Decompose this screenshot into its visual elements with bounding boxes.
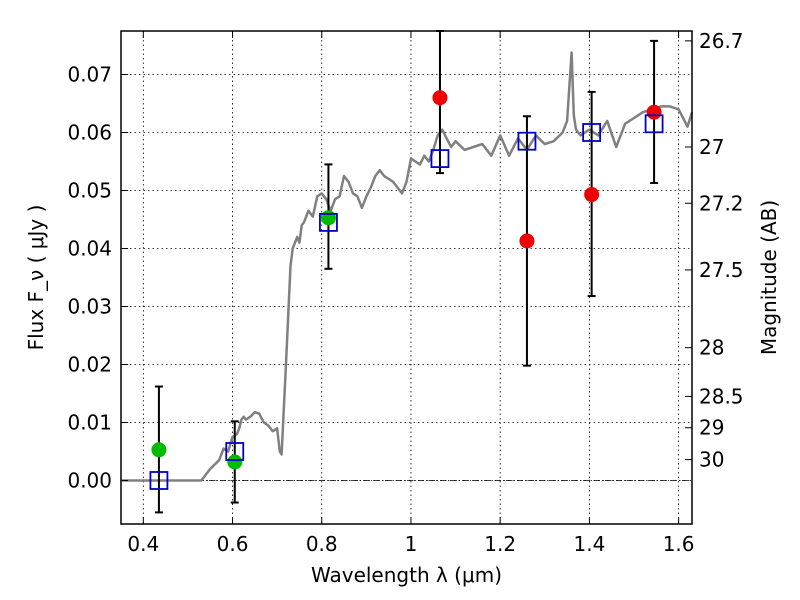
mag-tick-label: 29 [699, 416, 724, 440]
y-tick-label: 0.01 [67, 411, 112, 435]
y-tick-label: 0.00 [67, 469, 112, 493]
y-tick-label: 0.04 [67, 237, 112, 261]
mag-tick-label: 28 [699, 336, 724, 360]
model-spectrum [121, 51, 694, 482]
square-marker [644, 114, 664, 134]
y-tick-label: 0.05 [67, 179, 112, 203]
mag-tick-label: 26.7 [699, 29, 744, 53]
grid-lines [121, 31, 692, 524]
mag-tick-label: 27.2 [699, 191, 744, 215]
axis-ticks: 0.4 0.6 0.8 1 1.2 1.4 1.6 0.00 0.01 0.02 0.03 0.04 0… [67, 29, 743, 556]
right-axis-label: Magnitude (AB) [757, 200, 781, 355]
y-tick-label: 0.03 [67, 295, 112, 319]
plot-frame [120, 30, 693, 525]
circle-marker [320, 210, 336, 226]
square-marker [430, 149, 450, 169]
y-tick-label: 0.07 [67, 63, 112, 87]
x-tick-label: 0.8 [306, 532, 338, 556]
circle-marker [646, 104, 662, 120]
square-marker [517, 131, 537, 151]
circle-marker [519, 233, 535, 249]
circle-marker [584, 187, 600, 203]
x-tick-label: 1 [405, 532, 418, 556]
square-marker [582, 123, 602, 142]
data-points [149, 90, 664, 490]
y-tick-label: 0.06 [67, 121, 112, 145]
circle-marker [151, 442, 167, 458]
x-tick-label: 0.6 [217, 532, 249, 556]
square-marker [149, 471, 169, 490]
mag-tick-label: 27.5 [699, 258, 744, 282]
y-tick-label: 0.02 [67, 353, 112, 377]
x-tick-label: 1.2 [484, 532, 516, 556]
mag-tick-label: 27 [699, 135, 724, 159]
circle-marker [432, 90, 448, 106]
circle-marker [227, 454, 243, 470]
mag-tick-label: 30 [699, 448, 724, 472]
y-axis-label: Flux F_ν ( μJy ) [24, 205, 48, 351]
x-tick-label: 1.6 [663, 532, 695, 556]
x-axis-label: Wavelength λ (μm) [311, 563, 502, 587]
x-tick-label: 0.4 [127, 532, 159, 556]
mag-tick-label: 28.5 [699, 384, 744, 408]
square-marker [319, 212, 338, 232]
square-marker [225, 442, 245, 461]
spectrum-line [121, 51, 694, 482]
x-tick-label: 1.4 [573, 532, 605, 556]
